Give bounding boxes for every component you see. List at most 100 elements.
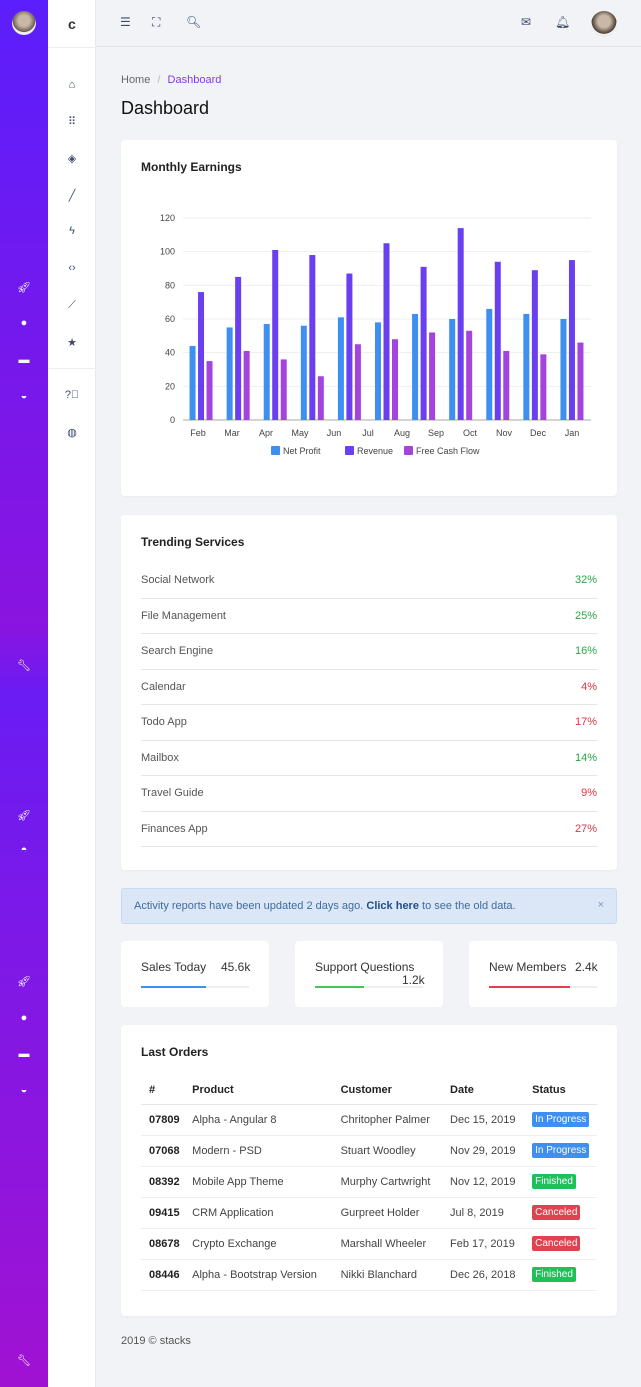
brush-icon[interactable]: ╱	[68, 190, 76, 202]
legend-marker	[404, 446, 413, 455]
table-row[interactable]: 07809 Alpha - Angular 8 Chritopher Palmer D…	[141, 1104, 597, 1136]
layers-icon[interactable]: ◈	[67, 153, 77, 165]
help-icon[interactable]: ?⃝	[64, 389, 80, 401]
service-row: Calendar 4%	[141, 670, 597, 705]
stat-value: 45.6k	[221, 960, 251, 974]
service-row: Todo App 17%	[141, 705, 597, 741]
bar-free-cash-flow	[577, 342, 584, 420]
wrench-icon[interactable]: 🔧︎	[17, 660, 31, 672]
globe-icon[interactable]: ●	[20, 1012, 28, 1024]
bar-free-cash-flow	[280, 359, 287, 420]
home-icon[interactable]: ⌂	[68, 79, 76, 91]
x-tick-label: May	[291, 428, 309, 438]
mail-icon[interactable]: ✉	[521, 15, 532, 29]
service-row: Finances App 27%	[141, 812, 597, 847]
divider	[48, 368, 96, 369]
bar-free-cash-flow	[429, 332, 436, 420]
divider	[48, 47, 96, 48]
trending-icon[interactable]: ⟋	[68, 299, 76, 311]
close-icon[interactable]: ×	[597, 899, 604, 911]
bar-net-profit	[523, 313, 530, 420]
rocket-icon[interactable]: 🚀︎	[17, 282, 31, 294]
table-row[interactable]: 07068 Modern - PSD Stuart Woodley Nov 29, 2…	[141, 1135, 597, 1167]
footer: 2019 © stacks	[121, 1335, 191, 1347]
x-tick-label: Aug	[394, 428, 410, 438]
y-tick-label: 20	[165, 381, 175, 391]
wrench-icon[interactable]: 🔧︎	[17, 1355, 31, 1367]
orders-table: # Product Customer Date Status 07809 Alpha - …	[141, 1077, 597, 1291]
legend-label: Revenue	[357, 446, 393, 456]
card-title: Trending Services	[141, 535, 245, 549]
service-name: Calendar	[141, 680, 186, 693]
x-tick-label: Oct	[463, 428, 478, 438]
bar-revenue	[309, 255, 316, 420]
status-badge: Finished	[532, 1174, 576, 1189]
page-title: Dashboard	[121, 98, 210, 118]
order-id: 08446	[141, 1259, 185, 1291]
bar-net-profit	[486, 308, 493, 420]
rocket-icon[interactable]: 🚀︎	[17, 976, 31, 988]
service-percent: 25%	[574, 609, 597, 622]
bar-revenue	[198, 292, 205, 420]
search-icon[interactable]: 🔍︎	[186, 15, 202, 29]
globe-icon[interactable]: ◓	[20, 844, 28, 856]
service-percent: 32%	[574, 574, 597, 587]
bar-revenue	[272, 249, 279, 420]
service-name: Travel Guide	[141, 787, 204, 800]
stat-value: 1.2k	[402, 973, 425, 987]
service-percent: 4%	[581, 680, 597, 693]
table-row[interactable]: 08446 Alpha - Bootstrap Version Nikki Blan…	[141, 1259, 597, 1291]
apps-grid-icon[interactable]: ⠿	[67, 116, 77, 128]
customer: Gurpreet Holder	[332, 1197, 443, 1229]
x-tick-label: Nov	[496, 428, 513, 438]
date: Dec 15, 2019	[442, 1104, 525, 1136]
avatar[interactable]	[12, 11, 36, 35]
globe-icon[interactable]: ●	[20, 317, 28, 329]
code-icon[interactable]: ‹›	[68, 262, 76, 274]
alert-link[interactable]: Click here	[366, 900, 419, 912]
date: Dec 26, 2018	[442, 1259, 525, 1291]
stat-label: Sales Today	[141, 960, 207, 974]
chat-icon[interactable]: ◒	[20, 390, 28, 402]
flash-icon[interactable]: ϟ	[69, 225, 75, 237]
top-bar: ☰ ⛶ 🔍︎ ✉ 🔔︎	[96, 0, 641, 47]
x-tick-label: Feb	[190, 428, 206, 438]
legend-label: Net Profit	[283, 446, 321, 456]
column-header: Date	[442, 1077, 525, 1105]
rocket-icon[interactable]: 🚀︎	[17, 810, 31, 822]
table-row[interactable]: 08678 Crypto Exchange Marshall Wheeler Feb …	[141, 1228, 597, 1260]
stat-label: Support Questions	[315, 960, 415, 974]
stat-support-questions: Support Questions 1.2k	[295, 941, 443, 1007]
service-percent: 17%	[574, 716, 597, 729]
star-icon[interactable]: ★	[67, 337, 77, 349]
service-row: Search Engine 16%	[141, 634, 597, 670]
bar-revenue	[494, 261, 501, 420]
table-row[interactable]: 09415 CRM Application Gurpreet Holder Jul 8…	[141, 1197, 597, 1229]
bar-revenue	[235, 276, 242, 420]
stat-new-members: New Members 2.4k	[469, 941, 617, 1007]
globe-icon[interactable]: ◍	[67, 427, 77, 439]
user-avatar[interactable]	[591, 11, 617, 37]
x-tick-label: Jun	[327, 428, 342, 438]
breadcrumb-home[interactable]: Home	[121, 74, 151, 86]
inbox-icon[interactable]: ▬	[18, 1048, 30, 1060]
logo[interactable]: c	[68, 16, 76, 32]
bar-free-cash-flow	[540, 354, 547, 420]
fullscreen-icon[interactable]: ⛶	[152, 15, 161, 29]
product: Alpha - Bootstrap Version	[184, 1259, 333, 1291]
product: Modern - PSD	[184, 1135, 333, 1167]
alert-text-rest: to see the old data.	[418, 900, 516, 912]
stat-sales-today: Sales Today 45.6k	[121, 941, 269, 1007]
service-row: File Management 25%	[141, 599, 597, 634]
menu-icon[interactable]: ☰	[120, 15, 131, 29]
trending-services-card: Trending Services Social Network 32% File …	[121, 515, 617, 870]
chat-icon[interactable]: ◒	[20, 1084, 28, 1096]
customer: Stuart Woodley	[332, 1135, 443, 1167]
bar-free-cash-flow	[503, 350, 510, 420]
x-tick-label: Dec	[530, 428, 547, 438]
table-row[interactable]: 08392 Mobile App Theme Murphy Cartwright No…	[141, 1166, 597, 1198]
card-title: Monthly Earnings	[141, 160, 242, 174]
inbox-icon[interactable]: ▬	[18, 354, 30, 366]
bell-icon[interactable]: 🔔︎	[555, 15, 571, 29]
x-tick-label: Jul	[362, 428, 374, 438]
